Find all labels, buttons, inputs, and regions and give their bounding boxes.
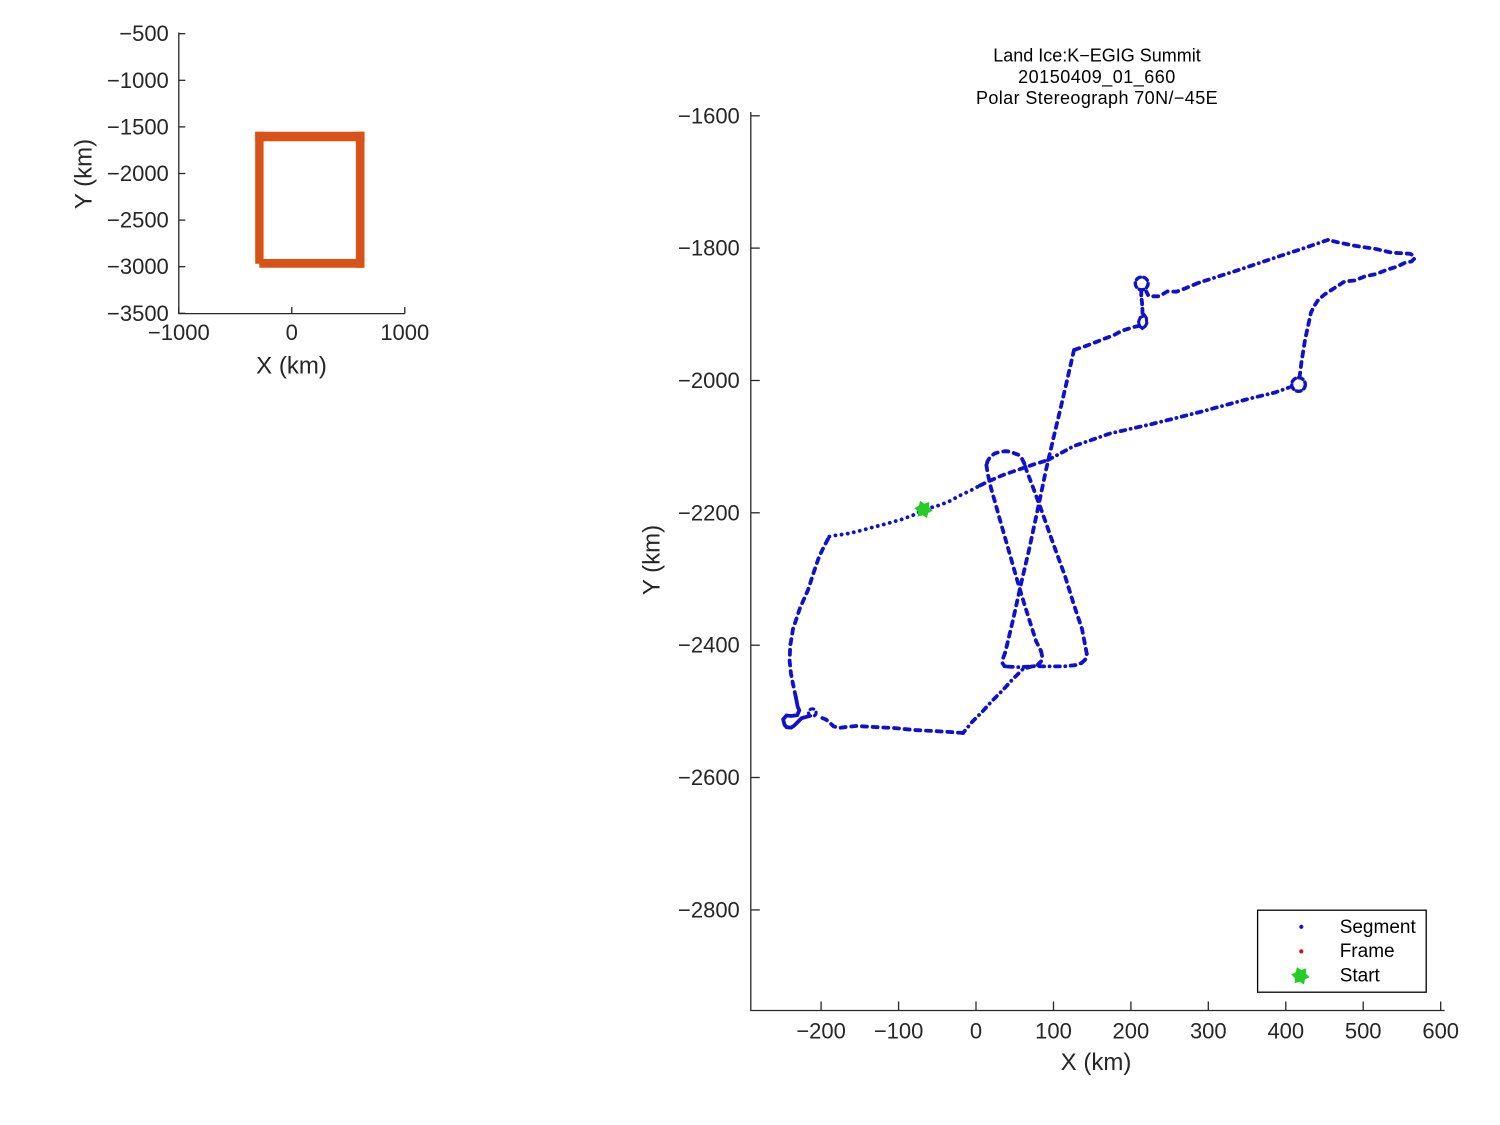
svg-text:−200: −200	[796, 1019, 846, 1044]
svg-text:Start: Start	[1340, 966, 1381, 987]
svg-text:300: 300	[1190, 1019, 1227, 1044]
svg-text:1000: 1000	[380, 320, 429, 345]
svg-text:Frame: Frame	[1340, 941, 1395, 962]
svg-text:−2800: −2800	[678, 897, 740, 922]
svg-text:−3000: −3000	[107, 254, 169, 279]
svg-text:X (km): X (km)	[256, 353, 327, 380]
svg-text:200: 200	[1113, 1019, 1150, 1044]
svg-text:−100: −100	[874, 1019, 924, 1044]
svg-text:−2200: −2200	[678, 500, 740, 525]
svg-text:−2600: −2600	[678, 765, 740, 790]
svg-text:−1500: −1500	[107, 114, 169, 139]
svg-text:Y (km): Y (km)	[71, 139, 98, 209]
svg-text:600: 600	[1422, 1019, 1459, 1044]
svg-text:20150409_01_660: 20150409_01_660	[1018, 67, 1176, 88]
svg-text:−2000: −2000	[107, 161, 169, 186]
svg-text:−1800: −1800	[678, 236, 740, 261]
svg-text:100: 100	[1035, 1019, 1072, 1044]
svg-text:−3500: −3500	[107, 301, 169, 326]
svg-text:500: 500	[1345, 1019, 1382, 1044]
svg-text:−2400: −2400	[678, 633, 740, 658]
svg-text:Segment: Segment	[1340, 917, 1417, 938]
svg-text:−1000: −1000	[148, 320, 210, 345]
svg-text:−1600: −1600	[678, 103, 740, 128]
svg-text:Land Ice:K−EGIG Summit: Land Ice:K−EGIG Summit	[993, 46, 1201, 66]
svg-text:X (km): X (km)	[1061, 1049, 1132, 1076]
svg-text:0: 0	[970, 1019, 982, 1044]
svg-text:−2000: −2000	[678, 368, 740, 393]
svg-text:−2500: −2500	[107, 208, 169, 233]
svg-text:−500: −500	[119, 21, 169, 46]
svg-text:Polar Stereograph 70N/−45E: Polar Stereograph 70N/−45E	[976, 88, 1218, 108]
svg-text:Y (km): Y (km)	[639, 525, 666, 595]
svg-text:−1000: −1000	[107, 68, 169, 93]
svg-text:400: 400	[1267, 1019, 1304, 1044]
svg-text:0: 0	[286, 320, 298, 345]
